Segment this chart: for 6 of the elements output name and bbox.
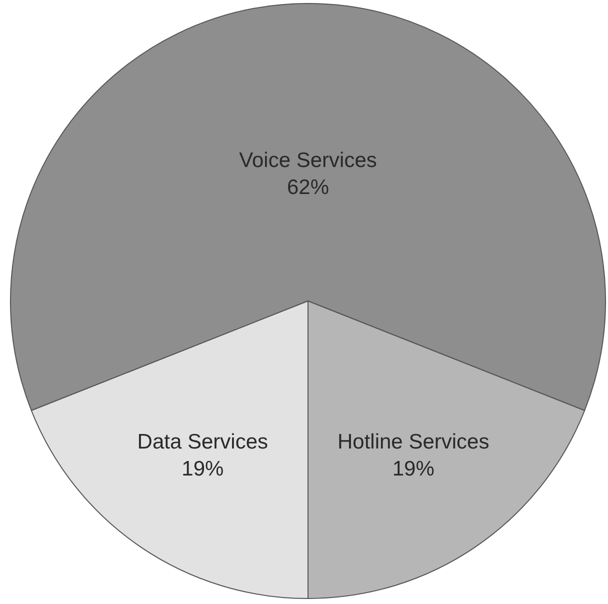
slice-label: Voice Services	[239, 148, 377, 172]
data-label: 62%	[286, 176, 330, 199]
data-label: 19%	[392, 457, 434, 480]
slice-label: Data Services	[137, 430, 268, 454]
data-label: 19%	[182, 457, 224, 480]
slice-label: Hotline Services	[337, 430, 490, 454]
